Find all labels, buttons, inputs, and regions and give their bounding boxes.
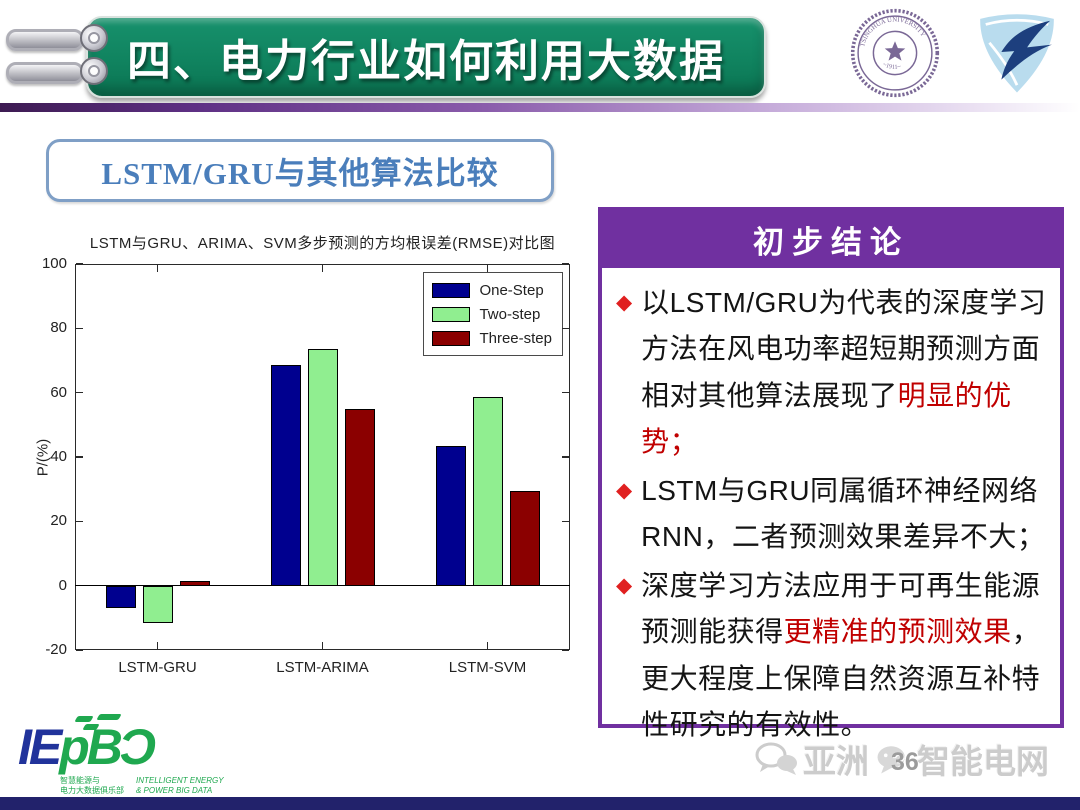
binder-ring-bottom [6,57,108,85]
conclusion-header: 初步结论 [602,211,1060,268]
y-tick-label: 0 [58,576,67,594]
x-tick-mark [156,642,159,649]
y-tick-label: 40 [50,448,67,465]
y-tick-mark [562,327,569,330]
iepbd-cn-line2: 电力大数据俱乐部 [60,786,124,796]
binder-wire-icon [6,62,84,84]
y-tick-mark [562,391,569,394]
legend-swatch [432,330,471,346]
bar [344,408,375,586]
svg-text:~1911~: ~1911~ [882,61,902,71]
conclusion-body: ◆ 以LSTM/GRU为代表的深度学习方法在风电功率超短期预测方面相对其他算法展… [602,268,1060,749]
tsinghua-seal-logo: TSINGHUA UNIVERSITY ~1911~ [850,8,940,98]
watermark: 亚洲 智能电网 [755,735,1049,783]
conclusion-panel: 初步结论 ◆ 以LSTM/GRU为代表的深度学习方法在风电功率超短期预测方面相对… [598,207,1064,740]
y-tick-mark [76,649,83,651]
x-tick-mark [486,265,489,272]
binder-wire-icon [6,29,84,51]
bar [472,397,503,586]
y-tick-mark [562,263,569,265]
y-tick-mark [562,456,569,458]
x-tick-mark [321,642,324,649]
legend-item: Two-step [432,302,552,326]
legend-label: Three-step [479,329,552,347]
y-tick-mark [562,649,569,651]
star-icon [884,41,906,61]
x-category-label: LSTM-ARIMA [276,659,369,676]
iepbd-subtext: 智慧能源与 电力大数据俱乐部 INTELLIGENT ENERGY & POWE… [60,776,224,797]
legend-label: One-Step [479,281,544,299]
watermark-text-1: 亚洲 [803,743,869,780]
bar [105,585,136,609]
chart-legend: One-Step Two-step Three-step [423,272,563,356]
bar [435,445,466,586]
section-divider [0,103,1080,112]
binder-ring-top [6,24,108,52]
x-tick-mark [156,265,159,272]
bar [509,490,540,586]
diamond-bullet-icon: ◆ [616,291,633,314]
iepbd-en-line2: & POWER BIG DATA [136,786,213,796]
x-category-label: LSTM-SVM [448,659,527,676]
diamond-bullet-icon: ◆ [616,478,633,502]
legend-item: One-Step [432,278,552,302]
bullet-text: 以LSTM/GRU为代表的深度学习方法在风电功率超短期预测方面相对其他算法展现了… [641,287,1047,458]
wechat-bubbles-icon [755,742,797,775]
iepbd-en-line1: INTELLIGENT ENERGY [136,776,224,785]
bar [307,349,338,586]
bullet-item: ◆ 以LSTM/GRU为代表的深度学习方法在风电功率超短期预测方面相对其他算法展… [614,280,1048,466]
wechat-bubble-icon [877,746,905,774]
y-tick-mark [76,520,83,523]
y-tick-label: 20 [50,512,67,530]
highlighted-text: 明显的优势； [641,379,1012,458]
legend-swatch [432,306,471,322]
conclusion-title: 初步结论 [753,225,909,260]
x-tick-mark [321,265,324,272]
shield-logo [980,14,1054,93]
rmse-bar-chart: LSTM与GRU、ARIMA、SVM多步预测的方均根误差(RMSE)对比图 P/… [35,230,590,680]
zero-axis-line [75,584,570,587]
seal-year-text: ~1911~ [882,61,902,71]
bottom-bar [0,797,1080,810]
iepbd-cn-line1: 智慧能源与 [60,776,100,785]
y-tick-mark [76,391,83,394]
y-tick-mark [76,263,83,265]
highlighted-text: 更精准的预测效果 [783,616,1012,648]
watermark-text-2: 智能电网 [917,743,1049,780]
page-number: 36 [891,748,919,776]
legend-swatch [432,282,471,298]
y-tick-mark [76,456,83,458]
y-tick-mark [76,327,83,330]
binder-ring-icon [80,24,108,52]
header-title: 四、电力行业如何利用大数据 [127,37,725,86]
bullet-text: 深度学习方法应用于可再生能源预测能获得更精准的预测效果，更大程度上保障自然资源互… [641,569,1041,741]
x-category-label: LSTM-GRU [118,659,197,676]
iepbd-letters: IEpBƆ [18,719,156,775]
bar [270,365,301,586]
y-tick-label: 80 [50,319,67,337]
bar [179,580,210,586]
header-banner: 四、电力行业如何利用大数据 [86,16,766,98]
y-tick-mark [562,520,569,523]
y-tick-label: 60 [50,383,67,401]
bar [142,585,173,623]
binder-ring-icon [80,57,108,85]
diamond-bullet-icon: ◆ [616,573,633,597]
legend-label: Two-step [479,305,541,323]
chart-title: LSTM与GRU、ARIMA、SVM多步预测的方均根误差(RMSE)对比图 [89,235,556,252]
iepbd-logo: IEpBƆ 智慧能源与 电力大数据俱乐部 INTELLIGENT ENERGY … [18,714,258,800]
legend-item: Three-step [432,326,552,350]
bullet-item: ◆ LSTM与GRU同属循环神经网络RNN，二者预测效果差异不大； [614,468,1048,561]
x-tick-mark [486,642,489,649]
section-title-box: LSTM/GRU与其他算法比较 [46,139,554,202]
y-tick-label: -20 [45,641,67,658]
y-tick-label: 100 [41,255,67,272]
section-title: LSTM/GRU与其他算法比较 [101,156,499,191]
bullet-text: LSTM与GRU同属循环神经网络RNN，二者预测效果差异不大； [641,474,1046,553]
bullet-item: ◆ 深度学习方法应用于可再生能源预测能获得更精准的预测效果，更大程度上保障自然资… [614,563,1048,749]
